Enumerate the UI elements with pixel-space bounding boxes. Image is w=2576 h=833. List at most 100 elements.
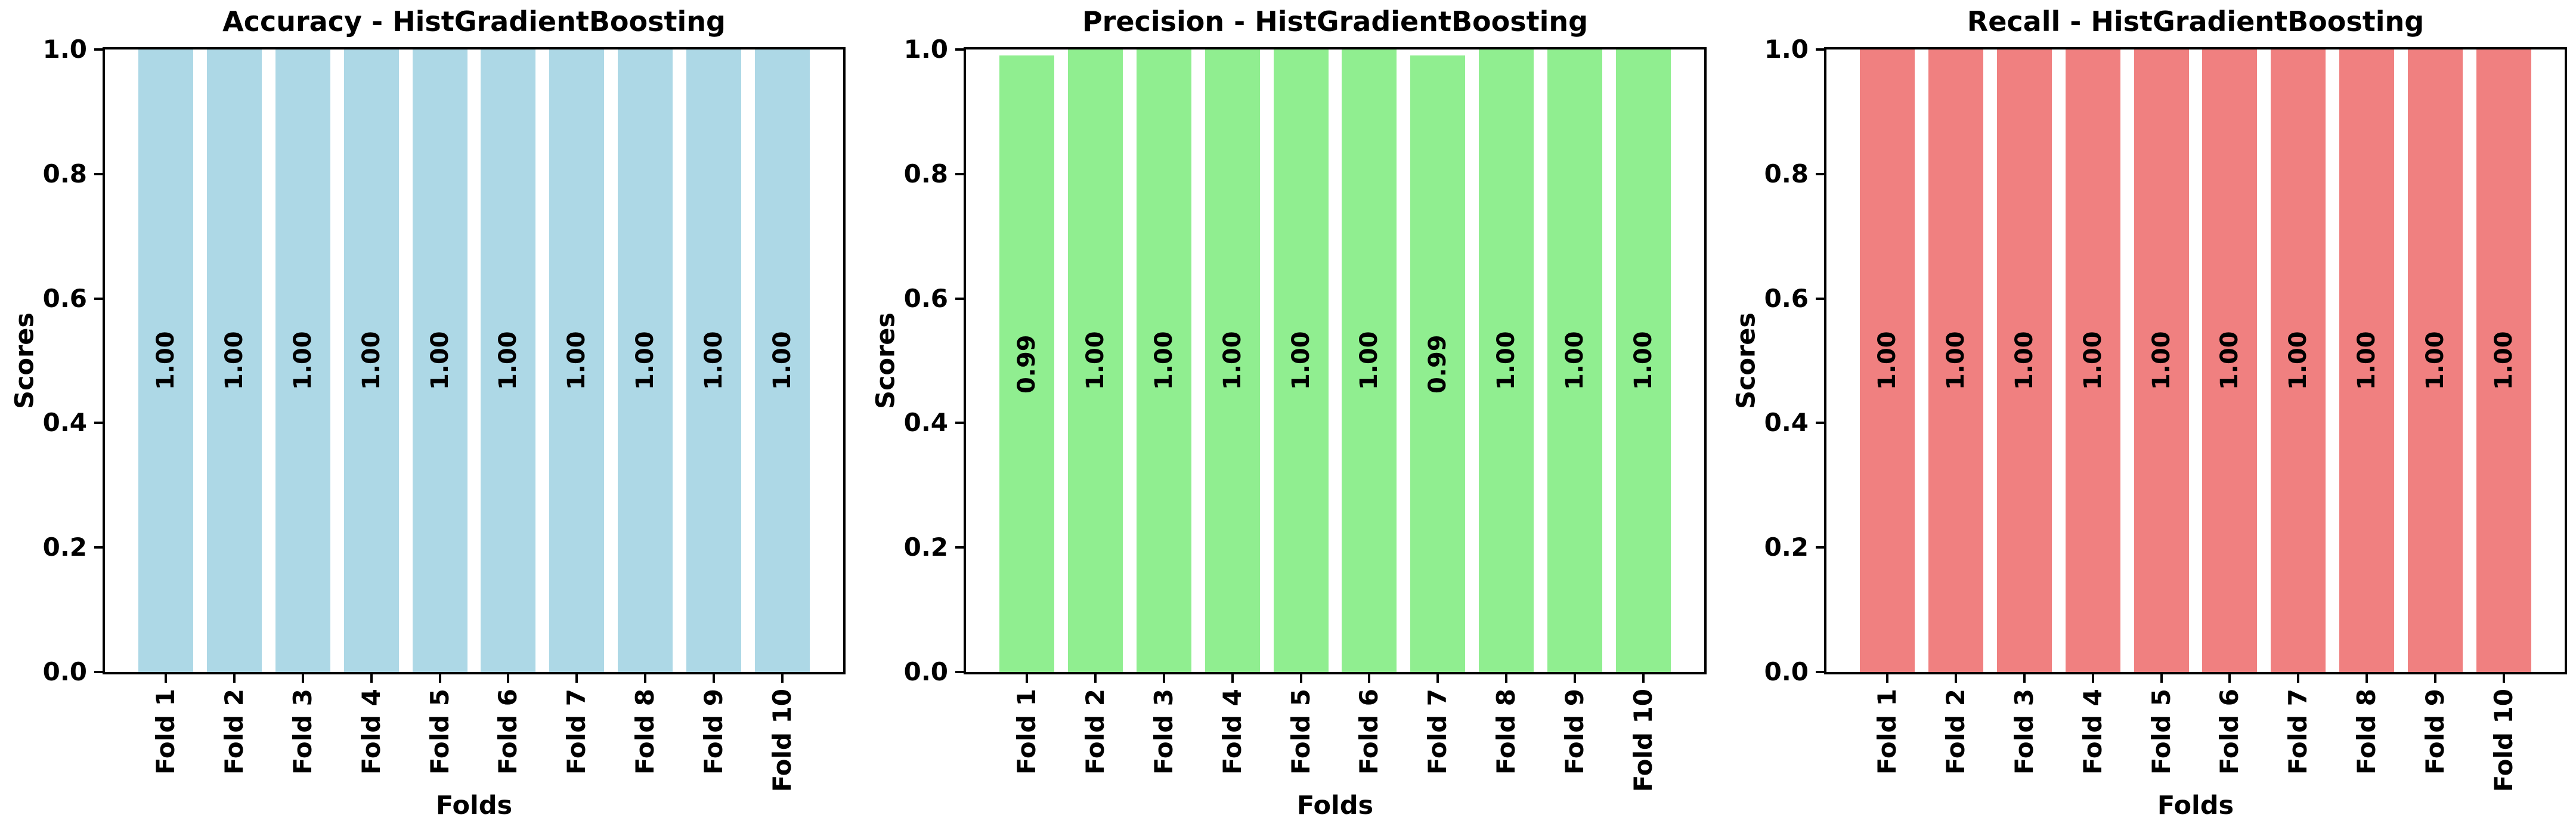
y-tick: [955, 671, 964, 673]
x-tick-label: Fold 1: [1012, 689, 1042, 775]
x-tick-label: Fold 6: [2215, 689, 2244, 775]
bar-value-label: 1.00: [1355, 331, 1383, 391]
y-tick-label: 0.8: [903, 159, 948, 188]
bar-value-label: 1.00: [494, 331, 522, 391]
x-tick: [712, 674, 715, 683]
x-tick: [2433, 674, 2436, 683]
y-axis-label: Scores: [871, 312, 901, 409]
x-tick-label: Fold 6: [493, 689, 523, 775]
x-tick-label: Fold 5: [425, 689, 454, 775]
x-tick: [507, 674, 510, 683]
bar-value-label: 1.00: [2079, 331, 2107, 391]
bar: [1273, 49, 1329, 672]
x-axis-label: Folds: [1296, 791, 1374, 820]
x-tick-label: Fold 1: [1872, 689, 1902, 775]
y-tick-label: 0.6: [42, 283, 87, 313]
bar: [481, 49, 536, 672]
x-tick-label: Fold 7: [562, 689, 592, 775]
bar: [2476, 49, 2531, 672]
x-tick: [2502, 674, 2505, 683]
bar-value-label: 0.99: [1013, 334, 1041, 394]
x-tick: [1368, 674, 1371, 683]
bar-value-label: 1.00: [1874, 331, 1902, 391]
bar: [2202, 49, 2258, 672]
x-tick-label: Fold 9: [698, 689, 728, 775]
x-tick-label: Fold 2: [219, 689, 249, 775]
bar: [138, 49, 194, 672]
bar-value-label: 1.00: [1942, 331, 1970, 391]
x-tick: [2023, 674, 2026, 683]
x-tick-label: Fold 1: [151, 689, 181, 775]
bar-value-label: 1.00: [631, 331, 660, 391]
x-tick-label: Fold 2: [1080, 689, 1110, 775]
y-tick: [955, 172, 964, 175]
x-tick: [575, 674, 578, 683]
chart-title: Precision - HistGradientBoosting: [1082, 5, 1589, 38]
bar: [999, 55, 1055, 672]
bar-value-label: 1.00: [2284, 331, 2312, 391]
x-tick: [2228, 674, 2231, 683]
x-tick: [2091, 674, 2094, 683]
bar-value-label: 1.00: [357, 331, 385, 391]
bar: [1068, 49, 1123, 672]
y-tick: [955, 546, 964, 549]
y-tick: [955, 297, 964, 300]
bar: [1547, 49, 1602, 672]
x-tick: [2297, 674, 2300, 683]
bar: [2134, 49, 2189, 672]
x-tick-label: Fold 5: [1286, 689, 1315, 775]
y-tick: [955, 422, 964, 425]
bar-value-label: 1.00: [1082, 331, 1110, 391]
bar: [1136, 49, 1191, 672]
y-tick: [1816, 48, 1824, 51]
y-tick-label: 0.0: [903, 657, 948, 686]
bar: [1860, 49, 1915, 672]
x-tick-label: Fold 5: [2146, 689, 2176, 775]
recall-chart: Recall - HistGradientBoosting Scores Fol…: [1732, 8, 2567, 819]
x-tick-label: Fold 2: [1941, 689, 1971, 775]
x-tick: [1505, 674, 1508, 683]
bar: [754, 49, 810, 672]
bar: [343, 49, 399, 672]
x-tick: [438, 674, 441, 683]
accuracy-chart: Accuracy - HistGradientBoosting Scores F…: [10, 8, 846, 819]
x-tick-label: Fold 3: [1148, 689, 1178, 775]
x-tick: [1573, 674, 1576, 683]
y-tick-label: 1.0: [1764, 35, 1809, 64]
x-tick: [781, 674, 784, 683]
y-tick-label: 0.6: [903, 283, 948, 313]
x-tick: [1026, 674, 1029, 683]
y-tick-label: 0.2: [1764, 532, 1809, 562]
y-tick: [1816, 422, 1824, 425]
bar: [1342, 49, 1397, 672]
bar-value-label: 1.00: [2010, 331, 2038, 391]
bar: [207, 49, 262, 672]
y-tick: [1816, 671, 1824, 673]
bar-value-label: 1.00: [1561, 331, 1589, 391]
x-tick: [1162, 674, 1165, 683]
x-tick: [644, 674, 647, 683]
y-tick-label: 0.8: [42, 159, 87, 188]
x-tick-label: Fold 8: [1491, 689, 1521, 775]
x-tick: [2366, 674, 2368, 683]
x-tick-label: Fold 10: [1628, 689, 1658, 792]
x-axis-label: Folds: [2157, 791, 2234, 820]
y-tick: [1816, 172, 1824, 175]
chart-title: Accuracy - HistGradientBoosting: [222, 5, 726, 38]
y-tick-label: 0.2: [903, 532, 948, 562]
y-tick: [94, 172, 103, 175]
y-tick-label: 1.0: [903, 35, 948, 64]
y-tick-label: 0.6: [1764, 283, 1809, 313]
bar-value-label: 1.00: [699, 331, 727, 391]
y-tick: [1816, 546, 1824, 549]
x-tick-label: Fold 4: [2077, 689, 2107, 775]
x-tick: [165, 674, 168, 683]
bar-value-label: 1.00: [1150, 331, 1178, 391]
x-tick: [233, 674, 236, 683]
x-tick: [301, 674, 304, 683]
x-tick-label: Fold 3: [287, 689, 317, 775]
bar-value-label: 1.00: [2421, 331, 2449, 391]
y-tick-label: 1.0: [42, 35, 87, 64]
x-tick: [1436, 674, 1439, 683]
